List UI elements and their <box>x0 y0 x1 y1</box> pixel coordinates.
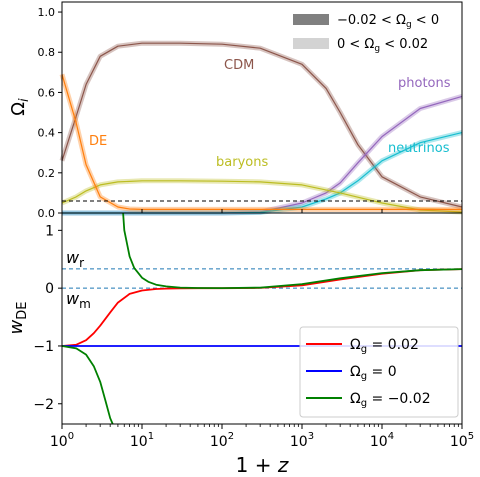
top-annotations: CDM DE baryons photons neutrinos <box>89 58 451 170</box>
bottom-legend-box <box>299 326 459 418</box>
x-ticks: 100 101 102 103 104 105 <box>50 209 474 450</box>
top-ytick-label: 1.0 <box>38 6 56 19</box>
xtick-label: 102 <box>210 431 234 450</box>
annotation-cdm: CDM <box>224 58 254 73</box>
legend-label-positive: 0 < Ωg < 0.02 <box>337 37 428 54</box>
bottom-ytick-label: 1 <box>45 223 54 239</box>
top-legend: −0.02 < Ωg < 0 0 < Ωg < 0.02 <box>293 13 439 54</box>
annotation-photons: photons <box>398 76 451 91</box>
legend-label-pos: Ωg = 0.02 <box>350 337 419 355</box>
bottom-plot-frame <box>61 212 463 425</box>
legend-label-zero: Ωg = 0 <box>350 364 397 382</box>
bottom-y-axis-label: wDE <box>6 302 30 335</box>
series-g-0-02-3 <box>122 213 462 289</box>
series-baryons <box>61 180 463 213</box>
top-series-layer <box>59 40 463 216</box>
ref-label-wm: wm <box>66 289 91 311</box>
top-ytick-label: 0.2 <box>38 167 56 180</box>
legend-label-neg: Ωg = −0.02 <box>350 391 431 409</box>
series-cdm <box>61 42 463 208</box>
ref-label-wr: wr <box>66 248 84 270</box>
top-y-ticks: 0.0 0.2 0.4 0.6 0.8 1.0 <box>38 6 62 220</box>
annotation-neutrinos: neutrinos <box>388 141 450 156</box>
bottom-ytick-label: −2 <box>33 397 54 413</box>
xtick-label: 105 <box>450 431 474 450</box>
top-panel: 0.0 0.2 0.4 0.6 0.8 1.0 Ωi CDM DE baryons pho… <box>8 1 463 220</box>
xtick-label: 103 <box>290 431 314 450</box>
annotation-de: DE <box>89 134 107 149</box>
series-g-0-02-2 <box>62 345 114 424</box>
legend-label-negative: −0.02 < Ωg < 0 <box>337 13 439 30</box>
series-de <box>61 74 462 210</box>
bottom-ytick-label: 0 <box>45 281 54 297</box>
x-axis-label: 1 + z <box>236 453 289 477</box>
xtick-label: 104 <box>370 431 394 450</box>
legend-swatch-positive <box>293 38 329 49</box>
bottom-ytick-label: −1 <box>33 339 54 355</box>
top-ytick-label: 0.4 <box>38 127 56 140</box>
bottom-legend: Ωg = 0.02 Ωg = 0 Ωg = −0.02 <box>299 326 459 418</box>
annotation-baryons: baryons <box>216 155 268 170</box>
top-y-axis-label: Ωi <box>8 98 32 116</box>
legend-swatch-negative <box>293 14 329 25</box>
top-ytick-label: 0.6 <box>38 86 56 99</box>
bottom-y-ticks: 1 0 −1 −2 <box>33 223 62 413</box>
xtick-label: 100 <box>50 431 74 450</box>
top-ytick-label: 0.0 <box>38 207 56 220</box>
xtick-label: 101 <box>130 431 154 450</box>
bottom-panel: wr wm 1 0 −1 −2 100 101 102 103 104 105 wDE 1 + … <box>6 209 474 477</box>
top-ytick-label: 0.8 <box>38 46 56 59</box>
series-g-0-02-0 <box>62 268 462 347</box>
